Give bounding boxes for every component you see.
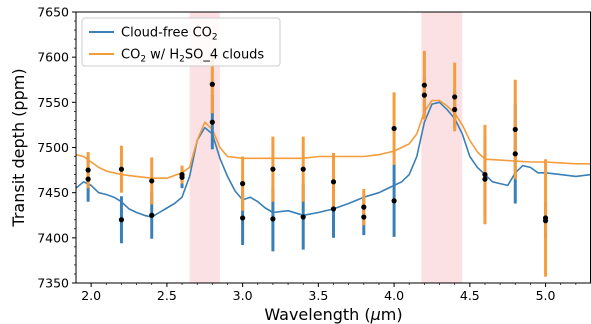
point-clouds-4 [209, 81, 215, 87]
point-cloud-free-9 [361, 214, 367, 220]
observation-points [85, 81, 549, 224]
point-cloud-free-10 [391, 198, 397, 204]
y-tick-label-1: 7400 [37, 230, 69, 245]
y-tick-label-4: 7550 [37, 95, 69, 110]
shaded-band-1 [421, 12, 463, 283]
x-tick-label-1: 2.5 [157, 288, 177, 303]
point-clouds-3 [179, 172, 185, 178]
y-axis-label: Transit depth (ppm) [9, 68, 28, 227]
x-tick-label-0: 2.0 [81, 288, 101, 303]
point-clouds-0 [85, 167, 91, 173]
x-axis-label: Wavelength (μm) [264, 305, 402, 324]
point-clouds-15 [542, 215, 549, 221]
x-tick-label-2: 3.0 [233, 288, 253, 303]
point-clouds-13 [482, 172, 488, 178]
y-tick-label-5: 7600 [37, 50, 69, 65]
point-clouds-7 [300, 166, 306, 172]
x-tick-label-6: 5.0 [536, 288, 556, 303]
y-tick-label-6: 7650 [37, 5, 69, 20]
y-axis-ticks: 7350 7400 7450 7500 7550 7600 7650 [37, 5, 76, 291]
point-clouds-6 [270, 166, 276, 172]
x-tick-label-3: 3.5 [308, 288, 328, 303]
point-clouds-2 [149, 178, 155, 184]
x-tick-label-4: 4.0 [384, 288, 404, 303]
point-clouds-1 [118, 166, 125, 172]
legend-box [81, 17, 281, 67]
legend: Cloud-free CO2 CO2 w/ H2SO_4 clouds [81, 17, 281, 67]
legend-label-cloud-free: Cloud-free CO2 [121, 26, 218, 43]
legend-label-clouds: CO2 w/ H2SO_4 clouds [121, 48, 264, 65]
point-cloud-free-5 [240, 215, 246, 221]
point-cloud-free-1 [118, 217, 125, 223]
point-clouds-8 [330, 179, 337, 185]
point-cloud-free-7 [300, 214, 306, 220]
point-cloud-free-11 [421, 92, 427, 98]
point-cloud-free-0 [85, 176, 91, 182]
point-clouds-14 [512, 126, 518, 133]
y-tick-label-0: 7350 [37, 276, 69, 291]
line-clouds [75, 99, 591, 179]
point-clouds-10 [391, 125, 397, 132]
error-bars [86, 50, 548, 277]
x-tick-label-5: 4.5 [460, 288, 480, 303]
point-clouds-11 [421, 82, 427, 88]
point-cloud-free-14 [512, 151, 518, 157]
line-cloud-free [75, 101, 591, 218]
point-cloud-free-12 [452, 106, 458, 113]
point-cloud-free-4 [209, 119, 215, 125]
point-clouds-5 [240, 181, 246, 187]
point-clouds-9 [361, 204, 367, 210]
y-tick-label-3: 7500 [37, 140, 69, 155]
x-axis-ticks: 2.0 2.5 3.0 3.5 4.0 4.5 5.0 [81, 283, 577, 303]
point-cloud-free-8 [330, 206, 337, 212]
y-tick-label-2: 7450 [37, 185, 69, 200]
point-clouds-12 [452, 94, 458, 100]
point-cloud-free-13 [482, 176, 488, 182]
point-cloud-free-6 [270, 216, 276, 222]
model-lines [75, 99, 591, 218]
point-cloud-free-2 [149, 212, 155, 218]
